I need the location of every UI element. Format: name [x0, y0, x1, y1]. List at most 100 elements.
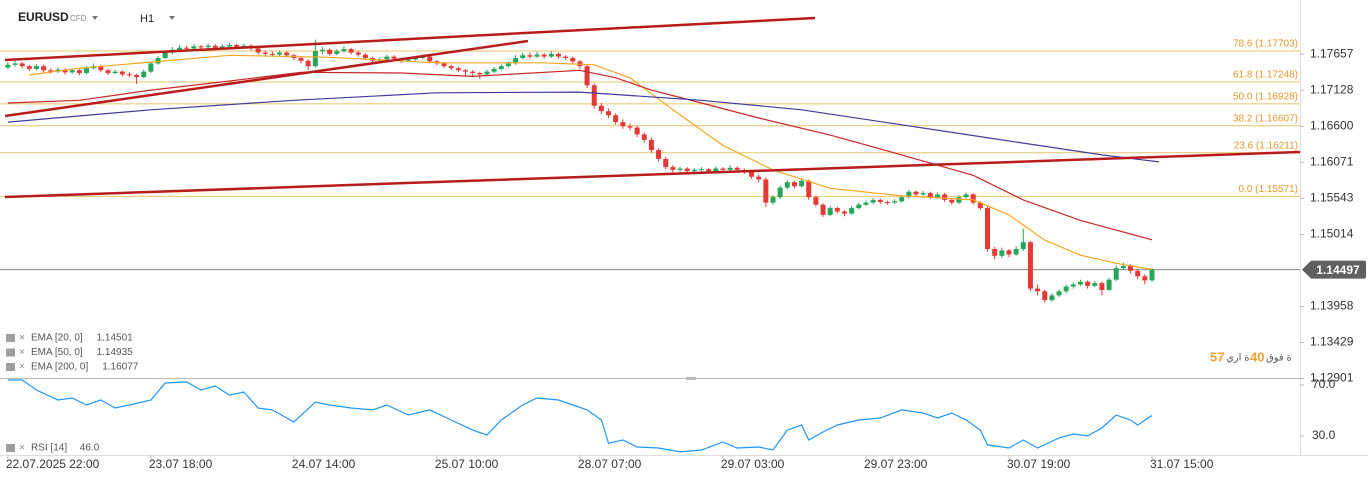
candle-body: [505, 63, 511, 67]
legend-name: EMA [20, 0]: [31, 333, 83, 344]
price-pointer: [1302, 261, 1310, 278]
candle-body: [19, 63, 25, 67]
candle-body: [1049, 295, 1055, 301]
candle-body: [520, 55, 526, 58]
candle-body: [541, 54, 547, 57]
candle-body: [563, 56, 569, 58]
y-tick-label: 1.16600: [1310, 118, 1354, 132]
dropdown-caret[interactable]: [92, 16, 98, 20]
indicator-line: [7, 69, 1153, 241]
candle-body: [391, 56, 397, 59]
candle-body: [448, 66, 454, 69]
candle-body: [920, 193, 926, 195]
candle-body: [691, 169, 697, 172]
candle-body: [84, 68, 90, 73]
candle-body: [41, 66, 47, 71]
candle-body: [162, 52, 168, 58]
legend-icon: [6, 444, 15, 452]
candle-body: [48, 70, 54, 72]
legend-icon: [6, 334, 15, 342]
candle-body: [1063, 286, 1069, 292]
candle-body: [942, 194, 948, 200]
x-tick-label: 25.07 10:00: [435, 457, 499, 471]
last-price-label: 1.14497: [1316, 263, 1360, 277]
y-tick-label: 1.13958: [1310, 299, 1354, 313]
candle-body: [799, 180, 805, 187]
candle-body: [5, 64, 11, 68]
candle-body: [720, 168, 726, 170]
candle-body: [26, 66, 32, 69]
instrument: CFD: [70, 14, 87, 23]
candle-body: [1120, 266, 1126, 269]
candle-body: [427, 56, 433, 62]
candle-body: [298, 57, 304, 61]
legend-name: EMA [200, 0]: [31, 362, 88, 373]
candle-body: [234, 45, 240, 48]
candle-body: [727, 167, 733, 170]
candle-body: [1113, 268, 1119, 280]
candle-body: [634, 127, 640, 135]
candle-body: [870, 199, 876, 203]
candle-body: [134, 75, 140, 78]
candle-body: [284, 52, 290, 56]
candle-body: [806, 180, 812, 198]
toolbar: EURUSD CFD H1: [18, 10, 175, 25]
candle-body: [484, 71, 490, 75]
x-tick-label: 24.07 14:00: [292, 457, 356, 471]
candle-body: [892, 201, 898, 203]
candle-body: [1006, 250, 1012, 255]
candle-body: [734, 167, 740, 170]
legend-icon: [6, 363, 15, 371]
candle-body: [1042, 291, 1048, 301]
candle-body: [620, 122, 626, 127]
candle-body: [613, 115, 619, 123]
candle-body: [999, 250, 1005, 256]
candle-body: [155, 57, 161, 64]
x-tick-label: 29.07 23:00: [864, 457, 928, 471]
candle-body: [269, 53, 275, 55]
legend-close: ×: [19, 347, 25, 358]
candle-body: [405, 59, 411, 61]
candle-body: [1020, 242, 1026, 250]
candle-body: [327, 49, 333, 54]
candle-body: [412, 57, 418, 60]
candle-body: [1070, 284, 1076, 287]
legend-value: 1.14935: [97, 347, 134, 358]
trend-line: [4, 39, 529, 118]
x-tick-label: 30.07 19:00: [1007, 457, 1071, 471]
candle-body: [33, 66, 39, 69]
candle-body: [277, 52, 283, 55]
panel-handle[interactable]: [686, 377, 696, 380]
candle-body: [677, 168, 683, 170]
sentiment-text: ة اري: [1226, 353, 1249, 364]
legend-icon: [6, 348, 15, 357]
candle-body: [827, 208, 833, 215]
indicator-line: [29, 54, 1153, 270]
trend-line: [4, 150, 1301, 199]
y-tick-label: 1.15014: [1310, 227, 1354, 241]
candle-body: [219, 46, 225, 48]
candle-body: [334, 51, 340, 54]
candle-body: [548, 53, 554, 57]
fib-label: 38.2 (1.16607): [1233, 113, 1298, 124]
symbol[interactable]: EURUSD: [18, 10, 69, 24]
candle-body: [1085, 281, 1091, 286]
candle-body: [455, 68, 461, 71]
candle-body: [141, 71, 147, 78]
candle-body: [584, 66, 590, 86]
candle-body: [841, 211, 847, 214]
candle-body: [12, 63, 18, 65]
candle-body: [749, 171, 755, 177]
y-tick-label: 30.0: [1312, 428, 1336, 442]
candle-body: [927, 193, 933, 198]
candle-body: [348, 49, 354, 53]
candle-body: [670, 167, 676, 170]
candle-body: [1142, 276, 1148, 281]
dropdown-caret[interactable]: [169, 16, 175, 20]
candle-body: [1013, 249, 1019, 255]
fib-label: 50.0 (1.16928): [1233, 91, 1298, 102]
timeframe[interactable]: H1: [140, 13, 154, 25]
candle-body: [756, 176, 762, 180]
candle-body: [1056, 291, 1062, 296]
candle-body: [312, 51, 318, 67]
